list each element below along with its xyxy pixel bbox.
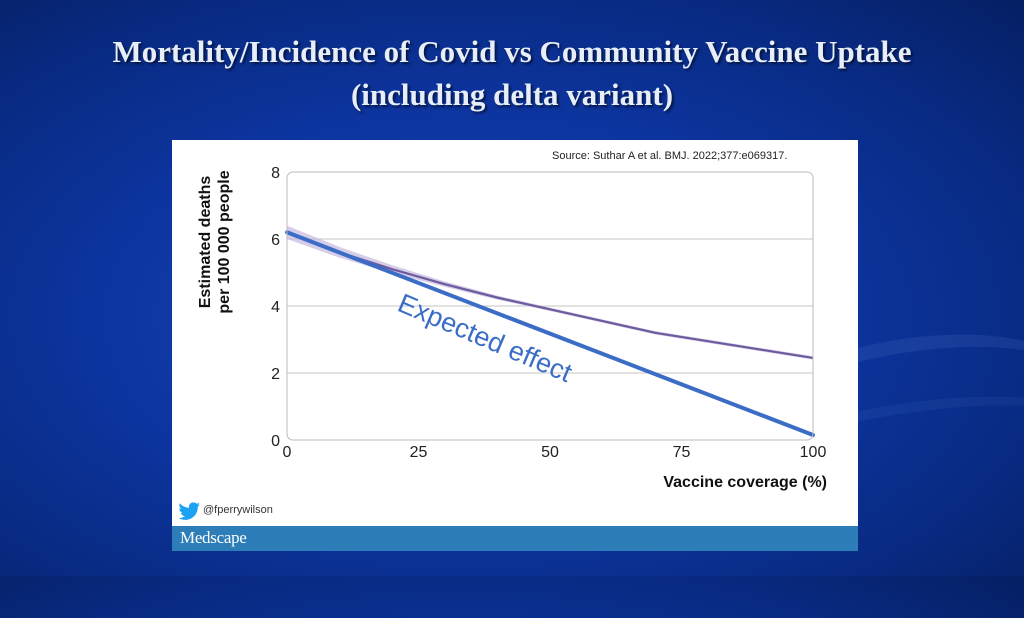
- y-tick-label: 0: [271, 433, 280, 450]
- medscape-logo: Medscape: [180, 528, 247, 547]
- y-tick-label: 8: [271, 165, 280, 182]
- expected-effect-line: [285, 230, 815, 437]
- confidence-band: [287, 225, 813, 360]
- y-tick-label: 2: [271, 366, 280, 383]
- y-axis-label-line-2: per 100 000 people: [216, 170, 233, 313]
- x-tick-label: 0: [283, 444, 292, 461]
- plot-frame: [286, 171, 814, 441]
- y-axis-label-line-1: Estimated deaths: [197, 176, 214, 309]
- x-tick-label: 100: [800, 444, 827, 461]
- chart-panel: Source: Suthar A et al. BMJ. 2022;377:e0…: [172, 140, 858, 526]
- y-tick-label: 4: [271, 299, 280, 316]
- x-axis-label: Vaccine coverage (%): [663, 474, 827, 491]
- y-tick-label: 6: [271, 232, 280, 249]
- slide-title-line-1: Mortality/Incidence of Covid vs Communit…: [112, 34, 912, 69]
- chart: Source: Suthar A et al. BMJ. 2022;377:e0…: [178, 150, 827, 520]
- x-tick-label: 75: [673, 444, 691, 461]
- twitter-bird-icon: [178, 502, 200, 520]
- source-note: Source: Suthar A et al. BMJ. 2022;377:e0…: [552, 150, 787, 162]
- observed-series-line: [286, 231, 814, 360]
- slide-title: Mortality/Incidence of Covid vs Communit…: [0, 30, 1024, 116]
- footer-bar: Medscape: [172, 526, 858, 551]
- slide-title-line-2: (including delta variant): [350, 77, 674, 112]
- y-axis-label: Estimated deaths per 100 000 people: [197, 170, 233, 313]
- x-tick-label: 50: [541, 444, 559, 461]
- x-tick-label: 25: [410, 444, 428, 461]
- twitter-handle: @fperrywilson: [203, 504, 273, 516]
